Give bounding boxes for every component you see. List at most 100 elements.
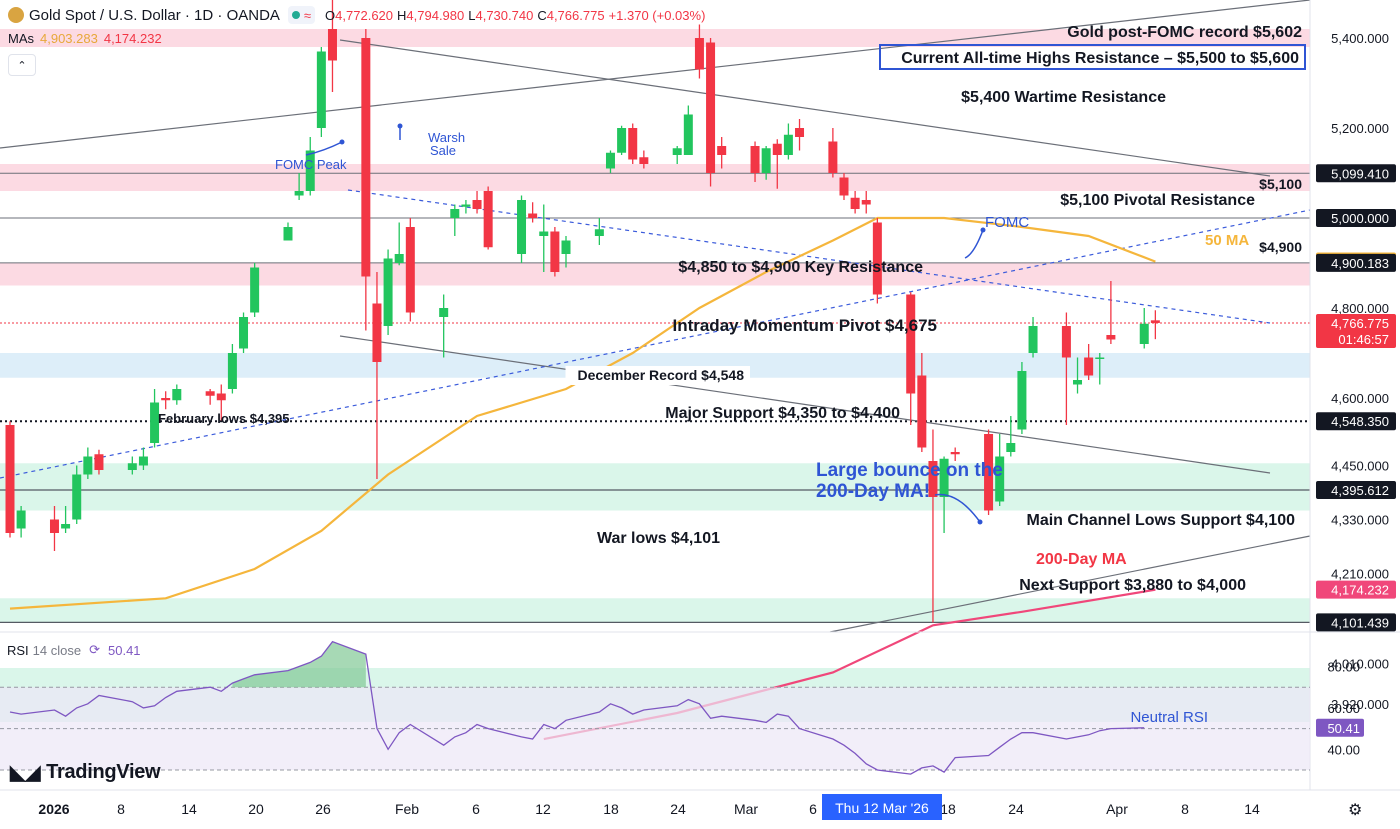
time-tick-label: 20 (248, 801, 264, 817)
price-label-tag (1316, 164, 1396, 183)
candle-body (5, 425, 15, 533)
market-status-pill[interactable]: ≈ (287, 6, 316, 24)
candle-body (850, 197, 860, 209)
time-tick-label: 18 (940, 801, 956, 817)
gear-icon[interactable]: ⚙ (1348, 802, 1363, 819)
ma200-legend-value: 4,174.232 (103, 31, 162, 46)
candle-body (1095, 357, 1105, 359)
candle-body (517, 200, 527, 254)
candle-body (49, 519, 59, 533)
candle-body (839, 177, 849, 196)
tradingview-branding[interactable]: ◣◢ TradingView (10, 760, 161, 785)
ohlc-close: C4,766.775 +1.370 (+0.03%) (537, 7, 706, 23)
candle-body (1150, 320, 1160, 323)
rsi-tick-label: 40.00 (1327, 742, 1360, 757)
candle-body (472, 200, 482, 209)
candle-body (617, 128, 627, 153)
annotation-label: Intraday Momentum Pivot $4,675 (672, 316, 937, 335)
time-tick-label: 2026 (38, 801, 69, 817)
rsi-legend[interactable]: RSI 14 close ⟳ 50.41 (7, 642, 141, 658)
annotation-arrow (964, 229, 984, 259)
ma-legend[interactable]: MAs 4,903.283 4,174.232 (8, 31, 162, 46)
candle-body (1084, 357, 1094, 376)
trend-line (339, 335, 1271, 474)
chevron-up-icon: ⌃ (17, 59, 27, 72)
candle-body (94, 454, 104, 470)
price-label-value: 5,099.410 (1331, 166, 1389, 181)
annotation-label: February lows $4,395 (158, 411, 290, 426)
price-label-value: 4,900.183 (1331, 256, 1389, 271)
annotation-label: 200-Day MA! (816, 481, 930, 502)
annotation-arrow-head (397, 123, 403, 129)
candle-body (639, 157, 649, 164)
candle-body (906, 294, 916, 394)
zone-resistance (0, 164, 1310, 191)
price-label-tag (1316, 253, 1396, 272)
price-tick-label: 5,200.000 (1331, 121, 1389, 136)
time-tick-label: 8 (117, 801, 125, 817)
candle-body (1139, 323, 1149, 344)
ohlc-open: O4,772.620 (325, 7, 394, 23)
candle-body (250, 267, 260, 313)
annotation-label: 200-Day MA (1036, 551, 1127, 568)
annotation-arrow-head (980, 227, 986, 233)
candle-body (683, 114, 693, 155)
candle-body (361, 38, 371, 277)
candle-body (283, 227, 293, 241)
candle-body (205, 391, 215, 396)
trend-line (339, 39, 1271, 177)
candle-body (439, 308, 449, 317)
price-tick-label: 4,210.000 (1331, 567, 1389, 582)
rsi-tick-label: 80.00 (1327, 660, 1360, 675)
candle-body (372, 303, 382, 362)
candle-body (305, 150, 315, 191)
time-tick-label: 8 (1181, 801, 1189, 817)
candle-body (783, 134, 793, 155)
annotation-backing (565, 366, 750, 385)
price-label-value: 4,548.350 (1331, 414, 1389, 429)
candle-body (939, 458, 949, 497)
price-label-tag (1316, 580, 1396, 599)
price-tick-label: 4,450.000 (1331, 459, 1389, 474)
time-tick-label: 26 (315, 801, 331, 817)
candle-body (405, 227, 415, 313)
annotation-label: Gold post-FOMC record $5,602 (1067, 24, 1302, 41)
candle-body (72, 474, 82, 520)
zone-resistance (0, 263, 1310, 286)
rsi-name: RSI (7, 642, 29, 658)
candle-body (561, 240, 571, 254)
price-tick-label: 4,010.000 (1331, 657, 1389, 672)
time-tick-label: 24 (1008, 801, 1024, 817)
candle-body (227, 353, 237, 389)
tradingview-logo-icon: ◣◢ (10, 762, 41, 784)
candle-body (150, 402, 160, 443)
collapse-legend-button[interactable]: ⌃ (8, 54, 36, 76)
symbol-title[interactable]: Gold Spot / U.S. Dollar · 1D · OANDA (29, 6, 280, 24)
candle-body (16, 510, 26, 529)
ma50-line (9, 216, 1156, 610)
candle-body (239, 317, 249, 349)
candle-body (450, 209, 460, 218)
candle-body (984, 434, 994, 511)
annotation-label: $4,900 (1259, 239, 1302, 255)
time-tick-label: Apr (1106, 801, 1128, 817)
time-tick-label: Feb (395, 801, 419, 817)
candle-body (127, 463, 137, 470)
time-tick-label: 6 (472, 801, 480, 817)
candle-body (672, 148, 682, 155)
annotation-label: FOMC Peak (275, 157, 347, 172)
candle-body (138, 456, 148, 466)
rsi-legend-value: 50.41 (108, 642, 141, 658)
candle-body (872, 222, 882, 295)
rsi-params: 14 close (32, 642, 82, 658)
zone-support (0, 463, 1310, 511)
candle-body (828, 141, 838, 173)
refresh-icon[interactable]: ⟳ (89, 642, 100, 657)
candle-body (528, 213, 538, 218)
candle-body (717, 146, 727, 155)
ohlc-change: +1.370 (+0.03%) (608, 7, 706, 23)
price-label-tag (1316, 613, 1396, 632)
price-label-value: 4,766.775 (1331, 316, 1389, 331)
